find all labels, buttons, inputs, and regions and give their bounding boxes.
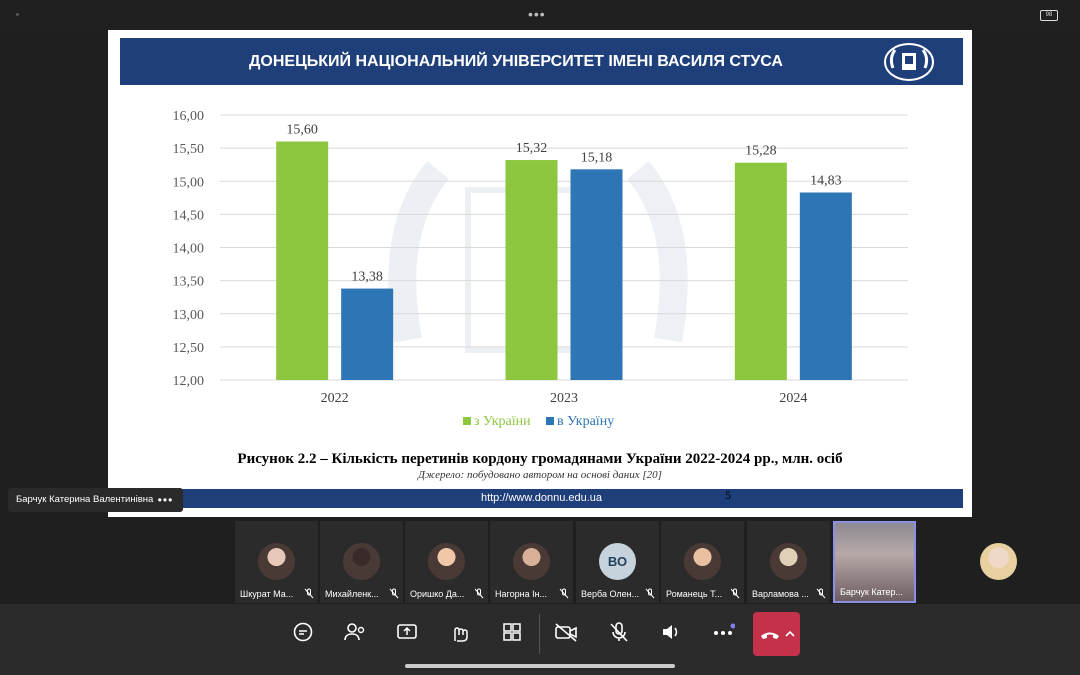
- bar-2022-out: [276, 141, 329, 380]
- bar-value-label: 15,60: [286, 123, 318, 138]
- participant-name: Шкурат Ма...: [240, 589, 294, 599]
- participant-tile[interactable]: Барчук Катер...: [833, 521, 916, 603]
- y-tick-label: 15,00: [173, 175, 205, 190]
- participant-tile[interactable]: Варламова ...: [747, 521, 830, 603]
- participant-tile[interactable]: Нагорна Ін...: [490, 521, 573, 603]
- extra-participant-avatar[interactable]: [980, 543, 1017, 580]
- slide-header-title: ДОНЕЦЬКИЙ НАЦІОНАЛЬНИЙ УНІВЕРСИТЕТ ІМЕНІ…: [249, 53, 783, 70]
- status-dot: [16, 13, 19, 16]
- avatar: ВО: [599, 543, 636, 580]
- y-tick-label: 15,50: [173, 142, 205, 157]
- mic-off-icon: [816, 588, 826, 599]
- x-tick-label: 2022: [321, 391, 349, 406]
- y-tick-label: 13,50: [173, 275, 205, 290]
- participant-tile[interactable]: Романець Т...: [661, 521, 744, 603]
- camera-off-icon[interactable]: [546, 612, 586, 652]
- more-icon[interactable]: [703, 612, 743, 652]
- participant-name: Нагорна Ін...: [495, 589, 548, 599]
- meeting-toolbar: [0, 604, 1080, 675]
- legend-label: в Україну: [557, 414, 614, 429]
- speaker-icon[interactable]: [651, 612, 691, 652]
- bar-chart: 12,00 12,50 13,00 13,50 14,00 14,50 15,00 15,50…: [173, 109, 908, 429]
- battery-indicator: 98: [1040, 10, 1058, 21]
- y-tick-label: 12,00: [173, 374, 205, 389]
- footer-url: http://www.donnu.edu.ua: [480, 492, 603, 504]
- mic-off-icon: [645, 588, 655, 599]
- participant-name: Романець Т...: [666, 589, 723, 599]
- bar-2022-in: [341, 288, 394, 380]
- more-options-icon[interactable]: •••: [157, 493, 174, 507]
- bar-value-label: 15,18: [581, 150, 613, 165]
- hangup-button[interactable]: [753, 612, 800, 656]
- participant-tile[interactable]: Оришко Да...: [405, 521, 488, 603]
- avatar: [258, 543, 295, 580]
- y-tick-label: 14,00: [173, 242, 205, 257]
- x-tick-label: 2024: [779, 391, 807, 406]
- participant-tile[interactable]: Михайленк...: [320, 521, 403, 603]
- figure-caption: Рисунок 2.2 – Кількість перетинів кордон…: [237, 451, 843, 467]
- bar-value-label: 14,83: [810, 174, 842, 189]
- participant-tile[interactable]: Шкурат Ма...: [235, 521, 318, 603]
- participant-tile[interactable]: ВО Верба Олен...: [576, 521, 659, 603]
- y-tick-label: 12,50: [173, 341, 205, 356]
- home-indicator: [405, 664, 675, 668]
- participant-name: Барчук Катер...: [840, 587, 903, 597]
- presenter-name-tag[interactable]: Барчук Катерина Валентинівна •••: [8, 488, 184, 512]
- share-screen-icon[interactable]: [387, 612, 427, 652]
- y-tick-label: 14,50: [173, 208, 205, 223]
- y-tick-label: 13,00: [173, 308, 205, 323]
- bar-value-label: 13,38: [351, 270, 383, 285]
- bar-2023-out: [505, 160, 558, 380]
- mic-off-icon: [389, 588, 399, 599]
- legend-swatch: [546, 417, 554, 425]
- slide-footer: http://www.donnu.edu.ua: [120, 489, 963, 508]
- legend-swatch: [463, 417, 471, 425]
- participant-video: [835, 523, 914, 601]
- bar-2023-in: [570, 169, 623, 380]
- x-tick-label: 2023: [550, 391, 578, 406]
- toolbar-divider: [539, 614, 540, 654]
- participant-name: Верба Олен...: [581, 589, 640, 599]
- bar-2024-in: [799, 192, 852, 380]
- participants-strip: Шкурат Ма... Михайленк... Оришко Да... Наго…: [0, 518, 1080, 604]
- avatar: [428, 543, 465, 580]
- window-handle-icon[interactable]: •••: [528, 6, 546, 22]
- bar-value-label: 15,28: [745, 144, 777, 159]
- chat-icon[interactable]: [283, 612, 323, 652]
- apps-icon[interactable]: [492, 612, 532, 652]
- avatar: [513, 543, 550, 580]
- top-bar: ••• 98: [0, 0, 1080, 30]
- shared-slide: ДОНЕЦЬКИЙ НАЦІОНАЛЬНИЙ УНІВЕРСИТЕТ ІМЕНІ…: [108, 30, 972, 517]
- participant-name: Михайленк...: [325, 589, 379, 599]
- bar-2024-out: [734, 162, 787, 380]
- avatar: [770, 543, 807, 580]
- presenter-name: Барчук Катерина Валентинівна: [16, 494, 154, 505]
- avatar: [343, 543, 380, 580]
- participant-name: Оришко Да...: [410, 589, 465, 599]
- legend-label: з України: [474, 414, 531, 429]
- mic-off-icon: [474, 588, 484, 599]
- figure-source: Джерело: побудовано автором на основі да…: [418, 469, 662, 481]
- y-tick-label: 16,00: [173, 109, 205, 124]
- bar-value-label: 15,32: [516, 141, 548, 156]
- university-logo-icon: [884, 43, 934, 81]
- slide-header: ДОНЕЦЬКИЙ НАЦІОНАЛЬНИЙ УНІВЕРСИТЕТ ІМЕНІ…: [120, 38, 963, 85]
- slide-page-number: 5: [725, 488, 731, 502]
- reactions-icon[interactable]: [439, 612, 479, 652]
- people-icon[interactable]: [335, 612, 375, 652]
- avatar: [684, 543, 721, 580]
- mic-off-icon: [559, 588, 569, 599]
- mic-off-icon: [730, 588, 740, 599]
- mic-off-icon[interactable]: [599, 612, 639, 652]
- mic-off-icon: [304, 588, 314, 599]
- hangup-icon: [761, 630, 795, 639]
- participant-name: Варламова ...: [752, 589, 809, 599]
